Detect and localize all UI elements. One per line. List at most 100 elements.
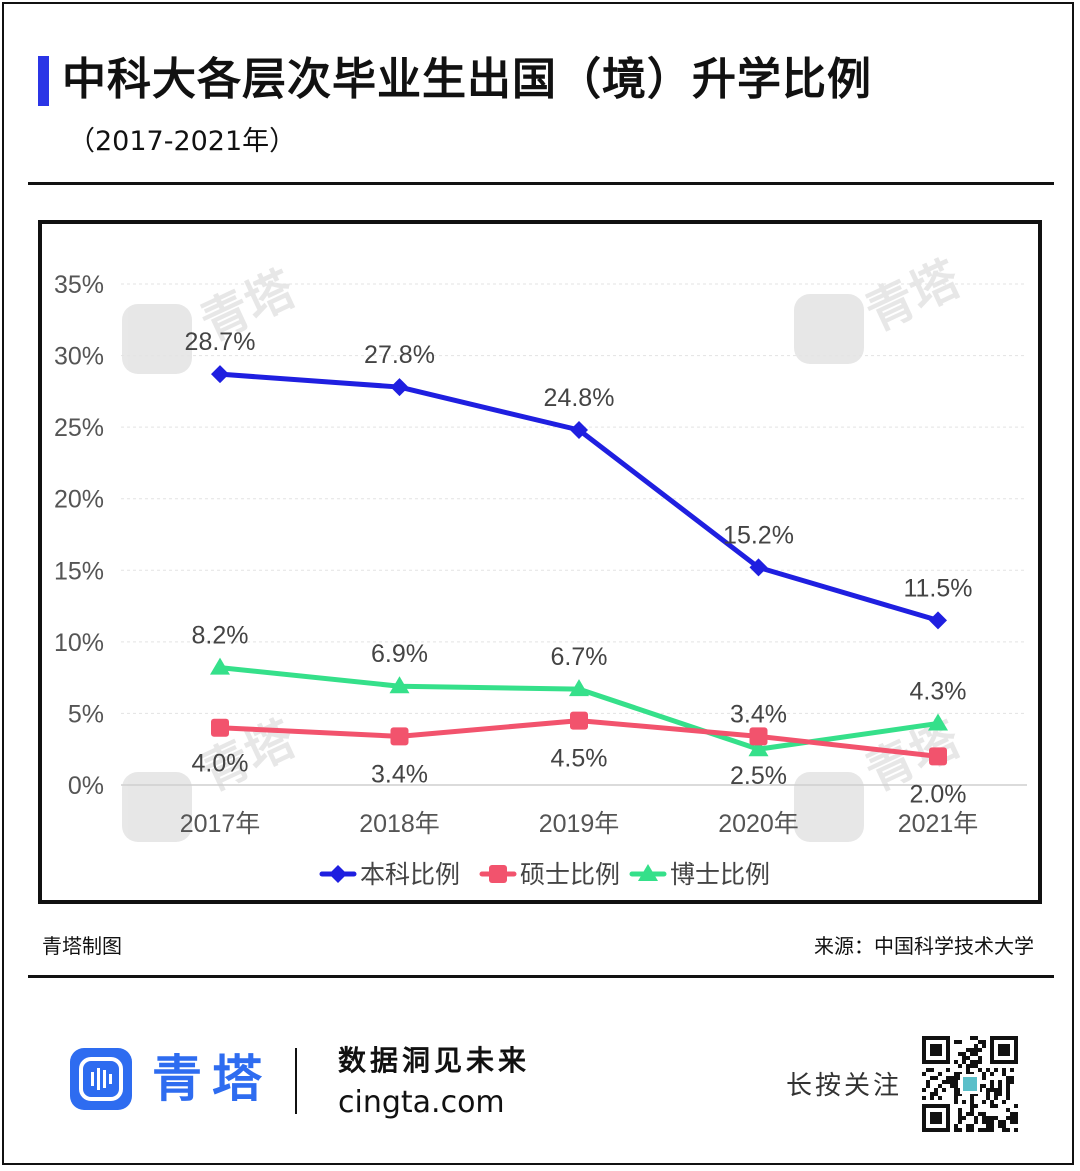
data-point	[929, 611, 947, 630]
qr-module	[970, 1096, 974, 1100]
data-label: 28.7%	[185, 328, 256, 356]
qr-module	[1002, 1072, 1006, 1076]
header-divider	[28, 182, 1054, 185]
qr-module	[922, 1096, 926, 1100]
qr-code[interactable]	[922, 1036, 1018, 1132]
qr-module	[978, 1056, 982, 1060]
qr-module	[938, 1072, 942, 1076]
qr-module	[946, 1076, 950, 1080]
qr-module	[1010, 1112, 1014, 1116]
qr-module	[958, 1040, 962, 1044]
qr-module	[926, 1068, 930, 1072]
data-label: 27.8%	[364, 341, 435, 369]
qr-module	[946, 1068, 950, 1072]
qr-module	[974, 1060, 978, 1064]
qr-module	[974, 1052, 978, 1056]
qr-module	[954, 1080, 958, 1084]
qr-module	[974, 1120, 978, 1124]
qr-module	[966, 1124, 970, 1128]
qr-module	[930, 1096, 934, 1100]
qr-module	[966, 1048, 970, 1052]
qr-module	[986, 1120, 990, 1124]
qr-module	[962, 1060, 966, 1064]
qr-module	[986, 1068, 990, 1072]
qr-module	[1010, 1080, 1014, 1084]
data-label: 11.5%	[903, 574, 972, 602]
data-point	[390, 378, 409, 397]
brand-website[interactable]: cingta.com	[338, 1085, 505, 1120]
qr-module	[974, 1036, 978, 1040]
qr-module	[1002, 1100, 1006, 1104]
data-label: 24.8%	[544, 384, 615, 412]
qr-module	[990, 1080, 994, 1084]
qr-module	[982, 1040, 986, 1044]
qr-module	[998, 1120, 1002, 1124]
qr-module	[1002, 1120, 1006, 1124]
qr-module	[990, 1124, 994, 1128]
qr-module	[954, 1060, 958, 1064]
qr-module	[1002, 1124, 1006, 1128]
brand-slogan: 数据洞见未来	[338, 1044, 531, 1077]
qr-module	[978, 1048, 982, 1052]
data-point	[569, 679, 589, 697]
line-chart: 0% 5% 10% 15% 20% 25% 30% 35% 2017年 2018年 2019年 202…	[54, 271, 1027, 889]
qr-module	[1014, 1112, 1018, 1116]
sound-wave-icon	[79, 1057, 123, 1101]
qr-module	[954, 1100, 958, 1104]
data-source: 来源：中国科学技术大学	[814, 934, 1034, 958]
qr-module	[1002, 1068, 1006, 1072]
qr-module	[982, 1072, 986, 1076]
qr-module	[954, 1124, 958, 1128]
qr-module	[998, 1080, 1002, 1084]
qr-module	[1010, 1068, 1014, 1072]
qr-module	[942, 1088, 946, 1092]
qr-module	[958, 1112, 962, 1116]
qr-module	[990, 1128, 994, 1132]
data-label: 4.0%	[192, 750, 249, 778]
qr-module	[970, 1100, 974, 1104]
qr-module	[970, 1104, 974, 1108]
legend-label: 硕士比例	[520, 861, 620, 889]
title-accent-bar	[38, 56, 49, 106]
data-label: 2.5%	[730, 762, 787, 790]
qr-module	[950, 1080, 954, 1084]
qr-module	[1014, 1120, 1018, 1124]
qr-module	[982, 1076, 986, 1080]
qr-module	[978, 1128, 982, 1132]
data-label: 4.5%	[551, 745, 608, 773]
data-point	[570, 711, 588, 730]
qr-module	[922, 1072, 926, 1076]
y-tick-label: 5%	[68, 700, 104, 728]
data-label: 2.0%	[910, 780, 967, 808]
qr-module	[926, 1084, 930, 1088]
qr-center-logo	[963, 1077, 977, 1091]
x-tick-label: 2017年	[180, 810, 261, 838]
qr-module	[1002, 1128, 1006, 1132]
page-title: 中科大各层次毕业生出国（境）升学比例	[62, 54, 872, 105]
qr-module	[978, 1068, 982, 1072]
data-label: 15.2%	[723, 521, 794, 549]
qr-module	[930, 1068, 934, 1072]
qr-finder	[930, 1112, 942, 1124]
qr-module	[958, 1116, 962, 1120]
qr-module	[974, 1104, 978, 1108]
qr-module	[1010, 1076, 1014, 1080]
y-tick-label: 20%	[54, 486, 104, 514]
qr-module	[982, 1120, 986, 1124]
page-subtitle: （2017-2021年）	[68, 126, 297, 157]
qr-module	[970, 1052, 974, 1056]
legend-marker	[489, 865, 507, 883]
footer-divider	[28, 975, 1054, 978]
data-point	[211, 718, 229, 737]
data-point	[210, 657, 230, 675]
qr-module	[930, 1092, 934, 1096]
chart-maker-credit: 青塔制图	[42, 934, 122, 958]
qr-module	[938, 1084, 942, 1088]
data-label: 6.9%	[371, 640, 428, 668]
qr-module	[998, 1088, 1002, 1092]
qr-module	[970, 1036, 974, 1040]
qr-module	[982, 1116, 986, 1120]
qr-module	[1010, 1120, 1014, 1124]
data-point	[390, 727, 409, 746]
